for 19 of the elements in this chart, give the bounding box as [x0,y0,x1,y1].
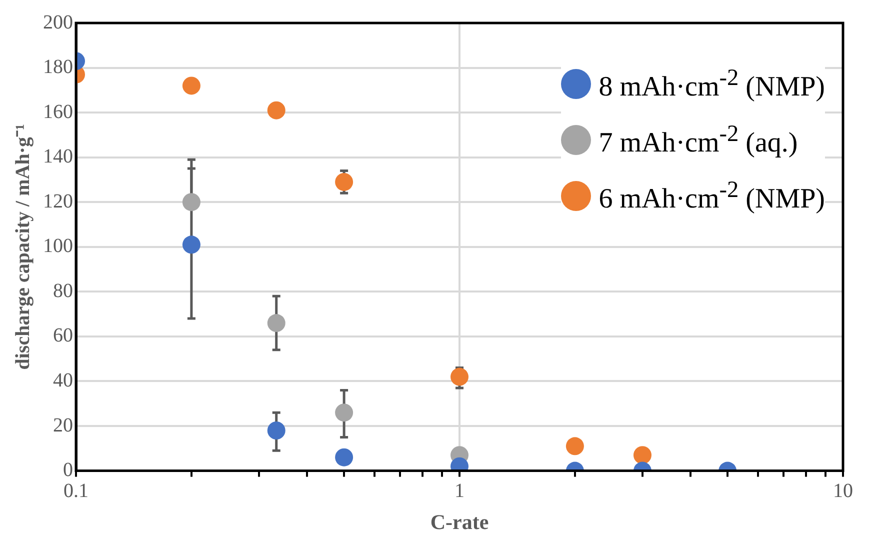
y-tick-label: 100 [43,235,73,258]
y-tick-label: 160 [43,100,73,123]
x-axis-title: C-rate [430,510,489,534]
x-tick-label: 10 [833,480,853,502]
legend-label: 8 mAh·cm$^{-2}$ (NMP) [598,64,825,104]
x-tick-label: 0.1 [64,480,88,502]
y-tick-label: 20 [53,414,73,436]
y-axis-title: discharge capacity / mAh·g⁻¹ [12,124,34,370]
y-tick-label: 40 [53,369,73,392]
y-tick-label: 60 [53,324,73,347]
y-tick-label: 200 [43,11,73,34]
legend-label: 7 mAh·cm$^{-2}$ (aq.) [598,120,798,160]
y-tick-label: 80 [53,280,73,302]
y-tick-label: 0 [63,459,73,482]
y-tick-label: 140 [43,146,73,168]
legend-label: 6 mAh·cm$^{-2}$ (NMP) [598,176,825,216]
y-tick-label: 180 [43,56,73,78]
y-tick-label: 120 [43,190,73,212]
x-tick-label: 1 [454,480,464,502]
